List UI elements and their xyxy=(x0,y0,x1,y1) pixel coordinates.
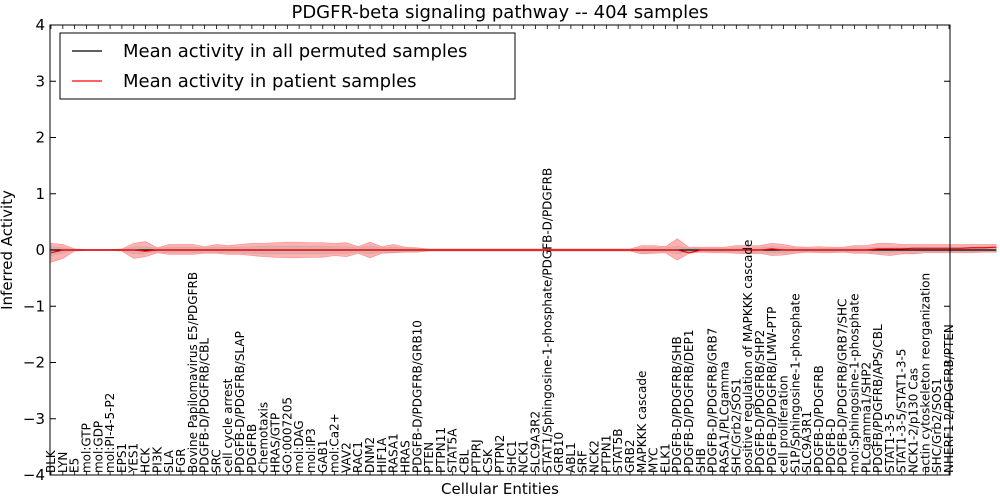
x-tick-label: E5 xyxy=(68,458,82,473)
y-tick-label: 3 xyxy=(35,72,45,90)
legend-box xyxy=(59,32,516,100)
y-tick-label: −4 xyxy=(23,466,45,484)
chart-title: PDGFR-beta signaling pathway -- 404 samp… xyxy=(291,2,708,23)
x-tick-label: HCK xyxy=(139,447,153,473)
x-tick-label: PDGFB-D/PDGFRB/LMW-PTP xyxy=(765,307,779,473)
x-tick-label: SLC9A3R2 xyxy=(528,411,542,473)
x-tick-label: Chemotaxis xyxy=(257,402,271,473)
x-tick-label: mol:Ca2+ xyxy=(328,413,342,473)
x-tick-label: Bovine Papilomavirus E5/PDGFRB xyxy=(186,272,200,473)
x-tick-label: MYC xyxy=(647,448,661,473)
x-tick-label: GRB10 xyxy=(552,432,566,473)
x-tick-label: ABL1 xyxy=(564,442,578,473)
x-tick-label: PTEN xyxy=(422,442,436,473)
x-tick-label: BLK xyxy=(44,449,58,473)
x-tick-label: PDGFB-D xyxy=(824,419,838,473)
x-tick-label: PDGFB-D/PDGFRB xyxy=(812,365,826,473)
x-tick-label: PI3K xyxy=(150,446,164,473)
x-tick-label: mol:Sphingosine-1-phosphate xyxy=(847,294,861,473)
x-tick-label: YES1 xyxy=(127,443,141,474)
x-tick-label: SRC xyxy=(209,449,223,473)
plot-area: BLKLYNE5mol:GTPmol:GDPmol:PI-4-5-P2EPS1Y… xyxy=(23,16,997,484)
x-tick-label: NCK1 xyxy=(517,440,531,473)
x-tick-label: actin cytoskeleton reorganization xyxy=(918,273,932,473)
x-tick-label: PDGFB-D/PDGFRB/GRB10 xyxy=(410,320,424,473)
x-tick-label: PTPN2 xyxy=(493,435,507,473)
x-tick-label: PTPN11 xyxy=(434,427,448,473)
x-tick-label: mol:DAG xyxy=(292,420,306,473)
y-tick-label: −2 xyxy=(23,354,45,372)
x-tick-label: STAT5A xyxy=(446,428,460,473)
x-tick-label: GAB1 xyxy=(316,440,330,473)
x-tick-label: MAPKKK cascade xyxy=(635,371,649,473)
x-tick-label: PDGFRB xyxy=(245,424,259,473)
x-tick-label: PDGFB-D/PDGFRB/SLAP xyxy=(233,331,247,473)
x-tick-label: PDGFB-D/PDGFRB/SHB xyxy=(670,336,684,473)
y-tick-label: 1 xyxy=(35,185,45,203)
x-tick-label: PDGFB/PDGFRB/APS/CBL xyxy=(871,324,885,473)
series-line-patient xyxy=(50,246,997,254)
x-tick-label: PDGFB-D/PDGFRB/CBL xyxy=(198,338,212,473)
x-tick-label: STAT1-3-5/STAT1-3-5 xyxy=(895,349,909,473)
plot-frame xyxy=(49,24,951,476)
x-tick-label: mol:GTP xyxy=(79,423,93,473)
x-tick-label: GO:0007205 xyxy=(280,397,294,473)
x-tick-label: cell proliferation xyxy=(777,375,791,473)
x-tick-label: RASA1 xyxy=(387,433,401,473)
x-tick-label: PDGFB-D/PDGFRB/GRB7 xyxy=(706,328,720,473)
x-tick-label: SHC/Grb2/SOS1 xyxy=(729,378,743,473)
x-tick-label: VAV2 xyxy=(339,442,353,473)
x-tick-label: PTPRJ xyxy=(469,439,483,473)
x-tick-label: HRAS xyxy=(398,440,412,473)
x-tick-label: mol:IP3 xyxy=(304,428,318,473)
x-axis-label: Cellular Entities xyxy=(441,480,559,498)
x-tick-label: SHC1 xyxy=(505,440,519,473)
x-tick-label: SHC/Grb2/SOS1 xyxy=(930,378,944,473)
x-tick-label: STAT1-3-5 xyxy=(883,413,897,473)
x-tick-label: PDGFB-D/PDGFRB/GRB7/SHC xyxy=(836,299,850,473)
legend-label-permuted: Mean activity in all permuted samples xyxy=(123,41,467,62)
x-tick-label: mol:GDP xyxy=(91,421,105,473)
x-tick-label: SLC9A3R1 xyxy=(800,411,814,473)
x-tick-label: PTPN1 xyxy=(599,435,613,473)
y-tick-label: −1 xyxy=(23,297,45,315)
x-tick-label: FGR xyxy=(174,448,188,473)
y-tick-label: 0 xyxy=(35,241,45,259)
y-tick-label: 4 xyxy=(35,16,45,34)
x-tick-label: RASA1/PLCgamma xyxy=(718,361,732,473)
x-tick-label: PLCgamma1/SHP2 xyxy=(859,362,873,473)
y-tick-label: −3 xyxy=(23,410,45,428)
x-tick-label: cell cycle arrest xyxy=(221,378,235,473)
x-tick-label: DNM2 xyxy=(363,437,377,473)
x-tick-label: EPS1 xyxy=(115,443,129,473)
x-tick-label: STAT5B xyxy=(611,429,625,474)
x-tick-label: S1P/Sphingosine-1-phosphate xyxy=(788,293,802,473)
band-1 xyxy=(50,245,997,256)
x-tick-label: positive regulation of MAPKKK cascade xyxy=(741,240,755,473)
x-tick-label: mol:PI-4-5-P2 xyxy=(103,393,117,473)
x-tick-label: NCK1-2/p130 Cas xyxy=(907,368,921,473)
x-tick-label: GRB2 xyxy=(623,439,637,473)
x-tick-label: SHB xyxy=(694,448,708,473)
x-tick-label: STAT1/Sphingosine-1-phosphate/PDGFB-D/PD… xyxy=(540,168,554,473)
x-tick-label: SRF xyxy=(576,450,590,473)
x-tick-label: RAC1 xyxy=(351,441,365,473)
x-tick-label: PDGFB-D/PDGFRB/DEP1 xyxy=(682,329,696,473)
x-tick-label: CBL xyxy=(458,449,472,473)
x-tick-label: CSK xyxy=(481,448,495,473)
x-tick-label: NHERF1-2/PDGFRB/PTEN xyxy=(942,324,956,473)
x-tick-label: LYN xyxy=(56,452,70,473)
x-tick-label: ELK1 xyxy=(658,443,672,473)
x-tick-label: HIF1A xyxy=(375,437,389,473)
y-tick-label: 2 xyxy=(35,129,45,147)
x-tick-label: HRAS/GTP xyxy=(269,413,283,473)
x-tick-label: PDGFB-D/PDGFRB/SHP2 xyxy=(753,330,767,473)
legend-label-patient: Mean activity in patient samples xyxy=(123,71,417,92)
x-tick-label: SLA xyxy=(162,449,176,473)
legend: Mean activity in all permuted samples Me… xyxy=(59,32,516,100)
y-axis-label: Inferred Activity xyxy=(0,190,16,310)
x-tick-label: NCK2 xyxy=(588,440,602,473)
